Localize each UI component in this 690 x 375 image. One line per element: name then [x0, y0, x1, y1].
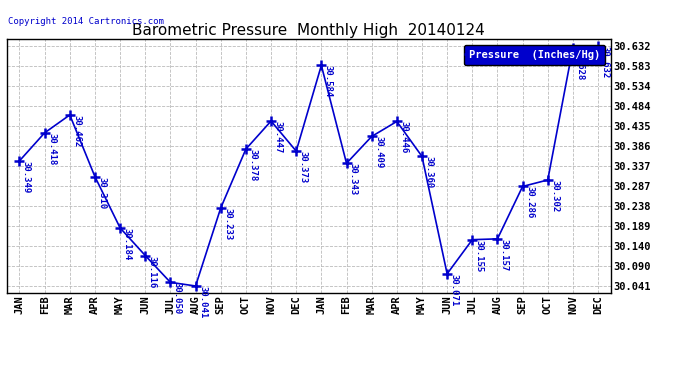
Pressure  (Inches/Hg) — [368, 134, 376, 139]
Text: 30.343: 30.343 — [349, 163, 358, 195]
Text: 30.157: 30.157 — [500, 239, 509, 271]
Pressure  (Inches/Hg) — [241, 147, 250, 152]
Pressure  (Inches/Hg) — [393, 119, 401, 124]
Text: 30.302: 30.302 — [550, 180, 559, 212]
Text: 30.373: 30.373 — [299, 151, 308, 183]
Pressure  (Inches/Hg) — [66, 113, 74, 117]
Pressure  (Inches/Hg) — [317, 63, 326, 68]
Text: 30.418: 30.418 — [47, 133, 56, 165]
Pressure  (Inches/Hg) — [217, 206, 225, 210]
Text: 30.360: 30.360 — [424, 156, 433, 189]
Pressure  (Inches/Hg) — [41, 130, 49, 135]
Text: 30.462: 30.462 — [72, 115, 81, 147]
Text: 30.050: 30.050 — [173, 282, 182, 315]
Text: 30.446: 30.446 — [400, 122, 408, 154]
Pressure  (Inches/Hg) — [443, 272, 451, 276]
Pressure  (Inches/Hg) — [191, 284, 199, 288]
Title: Barometric Pressure  Monthly High  20140124: Barometric Pressure Monthly High 2014012… — [132, 23, 485, 38]
Text: 30.184: 30.184 — [123, 228, 132, 260]
Pressure  (Inches/Hg) — [342, 161, 351, 165]
Text: 30.233: 30.233 — [223, 208, 232, 240]
Pressure  (Inches/Hg) — [141, 253, 150, 258]
Pressure  (Inches/Hg) — [116, 226, 124, 230]
Pressure  (Inches/Hg) — [267, 119, 275, 123]
Text: 30.041: 30.041 — [198, 286, 207, 318]
Pressure  (Inches/Hg) — [544, 178, 552, 182]
Pressure  (Inches/Hg) — [15, 159, 23, 163]
Text: Copyright 2014 Cartronics.com: Copyright 2014 Cartronics.com — [8, 17, 164, 26]
Text: 30.310: 30.310 — [97, 177, 106, 209]
Pressure  (Inches/Hg) — [518, 184, 526, 189]
Pressure  (Inches/Hg) — [493, 237, 502, 241]
Pressure  (Inches/Hg) — [594, 44, 602, 48]
Text: 30.349: 30.349 — [22, 161, 31, 193]
Text: 30.447: 30.447 — [273, 121, 282, 153]
Pressure  (Inches/Hg) — [166, 280, 175, 285]
Text: 30.628: 30.628 — [575, 48, 584, 80]
Text: 30.584: 30.584 — [324, 65, 333, 98]
Text: 30.286: 30.286 — [525, 186, 534, 219]
Text: 30.071: 30.071 — [450, 274, 459, 306]
Line: Pressure  (Inches/Hg): Pressure (Inches/Hg) — [14, 41, 603, 291]
Legend: Pressure  (Inches/Hg): Pressure (Inches/Hg) — [464, 45, 605, 65]
Text: 30.155: 30.155 — [475, 240, 484, 272]
Pressure  (Inches/Hg) — [569, 45, 577, 50]
Text: 30.116: 30.116 — [148, 255, 157, 288]
Pressure  (Inches/Hg) — [91, 174, 99, 179]
Pressure  (Inches/Hg) — [292, 149, 300, 153]
Text: 30.632: 30.632 — [600, 46, 609, 78]
Pressure  (Inches/Hg) — [468, 237, 476, 242]
Text: 30.378: 30.378 — [248, 149, 257, 182]
Pressure  (Inches/Hg) — [418, 154, 426, 159]
Text: 30.409: 30.409 — [374, 136, 383, 169]
